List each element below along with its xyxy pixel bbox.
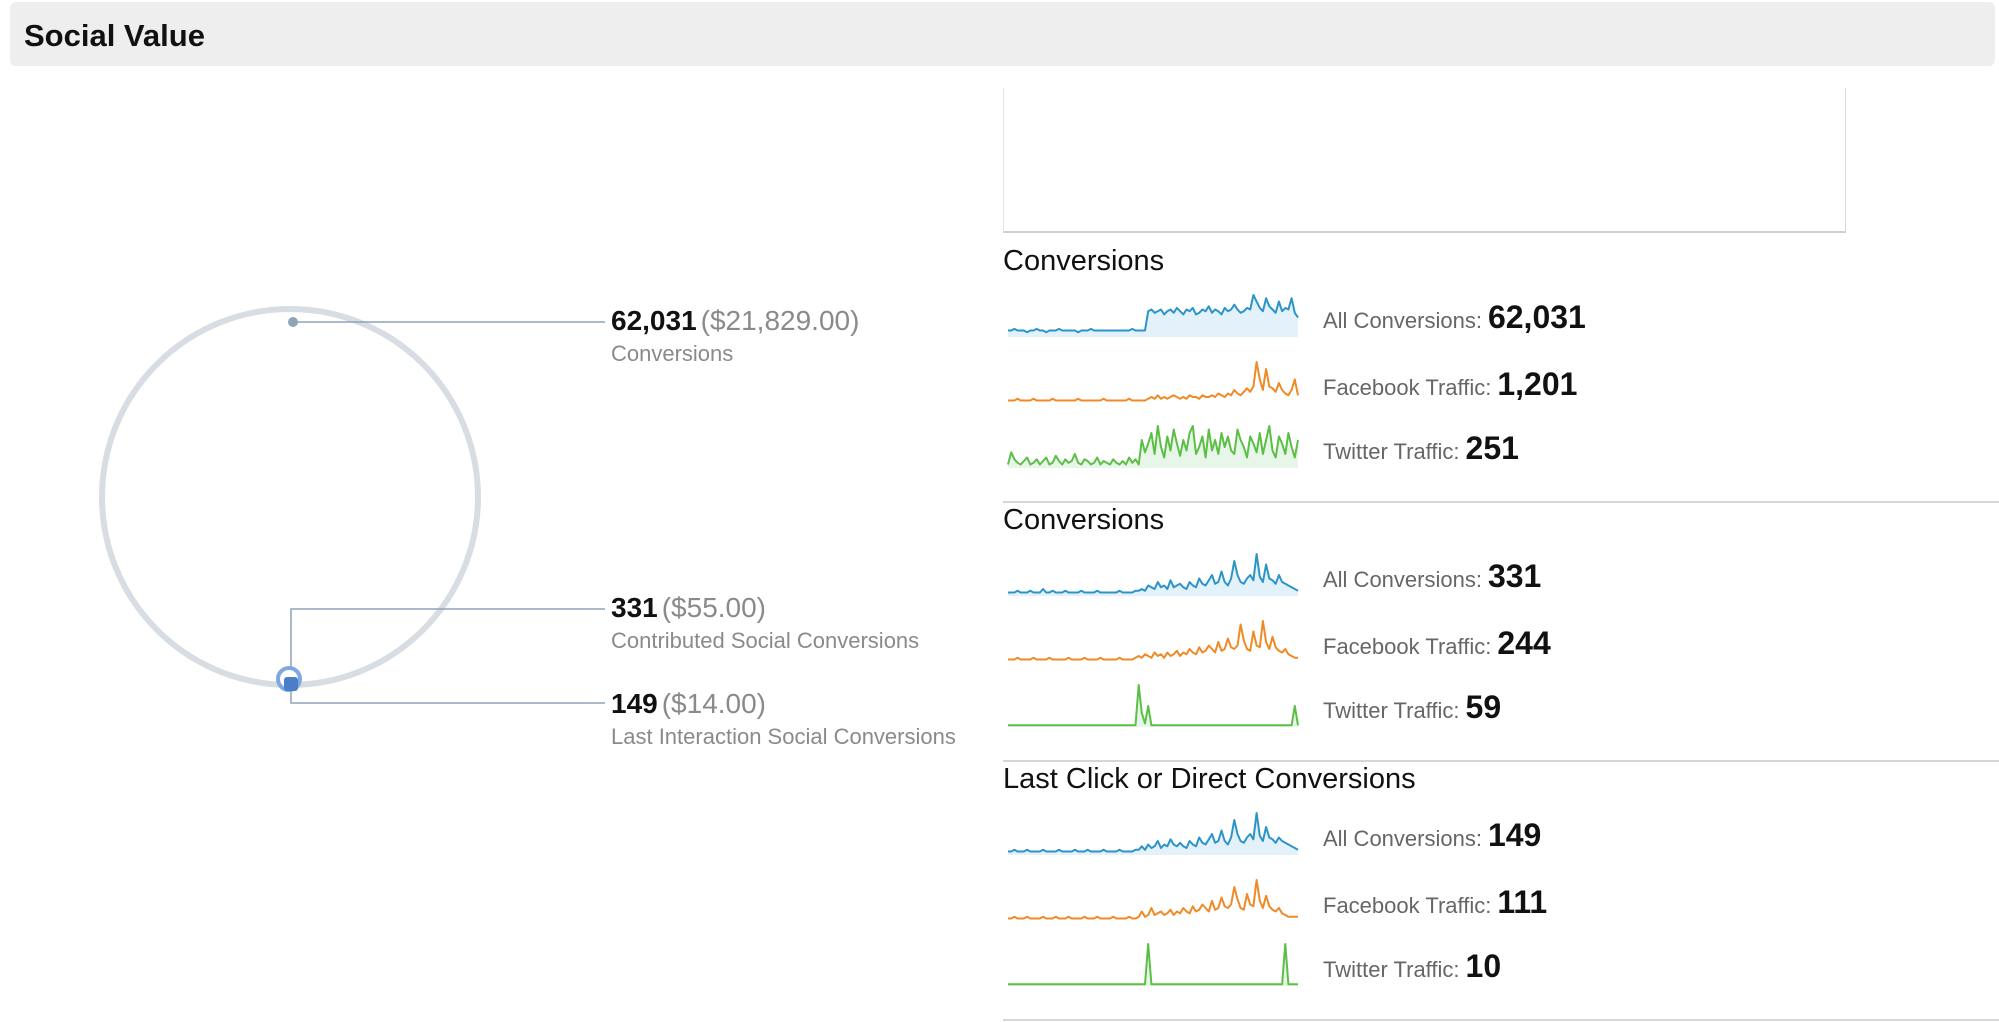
- series-total: 62,031: [1487, 299, 1586, 335]
- callout-label: Conversions: [611, 341, 734, 366]
- series-total: 59: [1465, 689, 1502, 725]
- sparkline: [1008, 812, 1299, 855]
- conversions-panel: Conversions All Conversions: 62,031 Faceboo…: [1003, 245, 1999, 503]
- series-label: All Conversions: 149: [1323, 817, 1541, 854]
- top-chart-box: [1003, 88, 1846, 233]
- sparkline-area: [1008, 685, 1298, 727]
- sparkline: [1008, 361, 1299, 402]
- series-total: 111: [1497, 884, 1548, 920]
- callout-contributed: 331 ($55.00) Contributed Social Conversio…: [611, 592, 919, 654]
- callout-last-interaction: 149 ($14.00) Last Interaction Social Conv…: [611, 688, 956, 750]
- sparkline-line: [1008, 812, 1299, 853]
- callout-conversions: 62,031 ($21,829.00) Conversions: [611, 305, 859, 367]
- series-total: 331: [1487, 558, 1542, 594]
- marker-conversions: [288, 317, 298, 327]
- twitter-traffic-row: Twitter Traffic: 251: [1003, 416, 1999, 476]
- sparkline: [1007, 425, 1299, 468]
- series-name: All Conversions:: [1323, 308, 1482, 333]
- series-name: Facebook Traffic:: [1323, 893, 1492, 918]
- callout-value: 149: [611, 688, 658, 719]
- panel-title: Last Click or Direct Conversions: [1003, 763, 1416, 795]
- callout-money: ($55.00): [661, 592, 767, 623]
- social-conversions-panel: Conversions All Conversions: 331 Facebook T…: [1003, 504, 1999, 762]
- callout-money: ($14.00): [661, 688, 767, 719]
- panel-title: Conversions: [1003, 245, 1165, 277]
- marker-last-interaction: [284, 677, 298, 691]
- panel-separator: [1003, 760, 1999, 762]
- leader-line-contributed: [290, 608, 605, 680]
- sparkline-line: [1008, 553, 1299, 594]
- twitter-traffic-row: Twitter Traffic: 59: [1003, 675, 1999, 735]
- sparkline-area: [1008, 944, 1298, 986]
- twitter-traffic-row: Twitter Traffic: 10: [1003, 934, 1999, 994]
- last-click-panel: Last Click or Direct Conversions All Conv…: [1003, 763, 1999, 1021]
- conversion-circle-chart: [99, 306, 605, 704]
- sparkline: [1008, 620, 1298, 661]
- series-total: 10: [1465, 948, 1502, 984]
- section-title: Social Value: [24, 18, 205, 53]
- panel-separator: [1003, 1019, 1999, 1021]
- series-label: All Conversions: 331: [1323, 558, 1541, 595]
- series-name: Twitter Traffic:: [1323, 698, 1460, 723]
- sparkline-line: [1008, 294, 1299, 334]
- series-total: 1,201: [1497, 366, 1578, 402]
- sparkline-line: [1008, 620, 1298, 661]
- all-conversions-row: All Conversions: 62,031: [1003, 285, 1999, 345]
- all-conversions-row: All Conversions: 149: [1003, 803, 1999, 863]
- series-name: Facebook Traffic:: [1323, 375, 1492, 400]
- sparkline-line: [1008, 879, 1298, 920]
- series-total: 149: [1487, 817, 1542, 853]
- sparkline: [1008, 943, 1298, 986]
- sparkline: [1008, 684, 1299, 727]
- callout-label: Contributed Social Conversions: [611, 628, 920, 653]
- series-label: Twitter Traffic: 59: [1323, 689, 1501, 726]
- series-name: Twitter Traffic:: [1323, 439, 1460, 464]
- sparkline: [1008, 879, 1298, 920]
- sparkline-line: [1008, 943, 1298, 986]
- sparkline-area: [1008, 295, 1298, 337]
- callout-value: 331: [611, 592, 658, 623]
- sparkline: [1008, 294, 1299, 337]
- sparkline-area: [1008, 813, 1298, 855]
- series-name: Twitter Traffic:: [1323, 957, 1460, 982]
- callout-value: 62,031: [611, 305, 697, 336]
- series-label: All Conversions: 62,031: [1323, 299, 1586, 336]
- callout-money: ($21,829.00): [700, 305, 860, 336]
- series-name: All Conversions:: [1323, 567, 1482, 592]
- series-label: Twitter Traffic: 251: [1323, 430, 1519, 467]
- sparkline-line: [1008, 361, 1299, 402]
- facebook-traffic-row: Facebook Traffic: 1,201: [1003, 352, 1999, 412]
- series-name: All Conversions:: [1323, 826, 1482, 851]
- sparkline-line: [1008, 684, 1299, 727]
- conversion-ring: [99, 306, 481, 688]
- all-conversions-row: All Conversions: 331: [1003, 544, 1999, 604]
- series-label: Facebook Traffic: 1,201: [1323, 366, 1577, 403]
- series-label: Twitter Traffic: 10: [1323, 948, 1501, 985]
- section-header: Social Value: [10, 2, 1995, 66]
- facebook-traffic-row: Facebook Traffic: 244: [1003, 611, 1999, 671]
- sparkline-line: [1007, 425, 1299, 466]
- callout-label: Last Interaction Social Conversions: [611, 724, 956, 749]
- series-label: Facebook Traffic: 244: [1323, 625, 1551, 662]
- series-total: 251: [1465, 430, 1519, 466]
- leader-line-last-interaction: [290, 685, 605, 704]
- sparkline: [1008, 553, 1299, 596]
- panel-separator: [1003, 501, 1999, 503]
- facebook-traffic-row: Facebook Traffic: 111: [1003, 870, 1999, 930]
- sparkline-area: [1008, 554, 1298, 596]
- series-total: 244: [1497, 625, 1551, 661]
- panel-title: Conversions: [1003, 504, 1165, 536]
- series-label: Facebook Traffic: 111: [1323, 884, 1547, 921]
- series-name: Facebook Traffic:: [1323, 634, 1492, 659]
